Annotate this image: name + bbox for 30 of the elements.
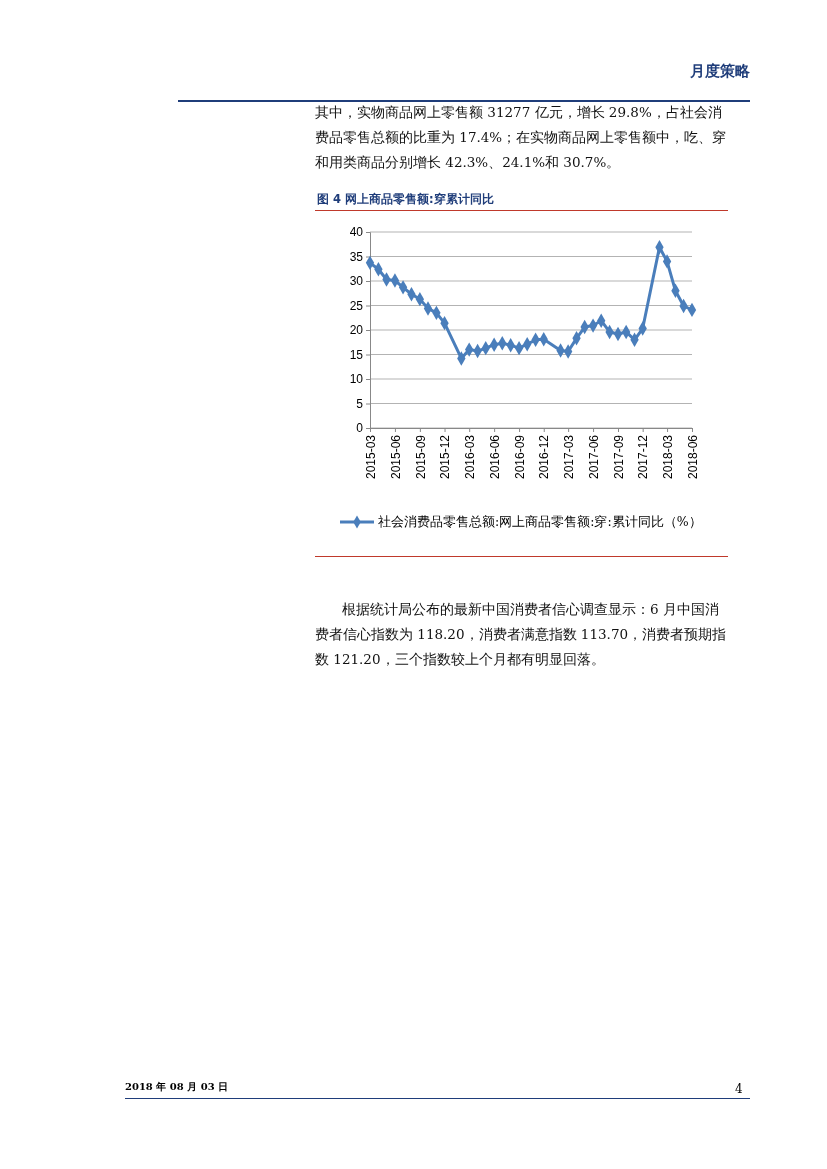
y-tick-label: 0	[356, 421, 364, 436]
text: 月度策略	[690, 62, 750, 81]
text: 4	[735, 1082, 743, 1096]
text: 2018 年 08 月 03 日	[125, 1080, 229, 1094]
x-tick-label: 2015-09	[413, 434, 428, 480]
x-tick-label: 2017-06	[586, 434, 601, 480]
y-tick-label: 15	[349, 347, 364, 362]
x-tick-label: 2017-03	[561, 434, 576, 480]
y-tick-label: 20	[349, 323, 364, 338]
x-tick-label: 2018-03	[660, 434, 675, 480]
legend-label: 社会消费品零售总额:网上商品零售额:穿:累计同比（%）	[378, 514, 702, 530]
x-tick-label: 2015-12	[438, 434, 453, 480]
y-tick-label: 5	[356, 396, 364, 411]
x-tick-label: 2017-09	[611, 434, 626, 480]
x-tick-label: 2015-06	[388, 434, 403, 480]
x-tick-label: 2018-06	[685, 434, 700, 480]
x-tick-label: 2015-03	[363, 434, 378, 480]
y-tick-label: 10	[349, 372, 364, 387]
y-tick-label: 40	[349, 225, 364, 240]
y-tick-label: 25	[349, 298, 364, 313]
text: 根据统计局公布的最新中国消费者信心调查显示：6 月中国消费者信心指数为 118.20，消费者满意指数 113.70，消费者预期指数 121.20，三个指数较上个月都有明显回落。	[315, 600, 728, 669]
y-tick-label: 30	[349, 274, 364, 289]
x-tick-label: 2017-12	[636, 434, 651, 480]
chart-title: 图 4 网上商品零售额:穿累计同比	[317, 192, 494, 207]
x-tick-label: 2016-06	[487, 434, 502, 480]
text: 其中，实物商品网上零售额 31277 亿元，增长 29.8%，占社会消费品零售总额的比重为 17.4%；在实物商品网上零售额中，吃、穿和用类商品分别增长 42.3%、24.1%和 30.7%。	[315, 103, 728, 172]
y-tick-label: 35	[349, 249, 364, 264]
x-tick-label: 2016-09	[512, 434, 527, 480]
x-tick-label: 2016-12	[537, 434, 552, 480]
x-tick-label: 2016-03	[462, 434, 477, 480]
